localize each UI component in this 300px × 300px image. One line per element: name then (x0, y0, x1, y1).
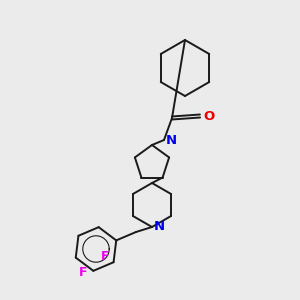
Text: N: N (153, 220, 165, 233)
Text: O: O (203, 110, 214, 122)
Text: F: F (101, 250, 110, 263)
Text: F: F (79, 266, 88, 279)
Text: N: N (165, 134, 177, 146)
